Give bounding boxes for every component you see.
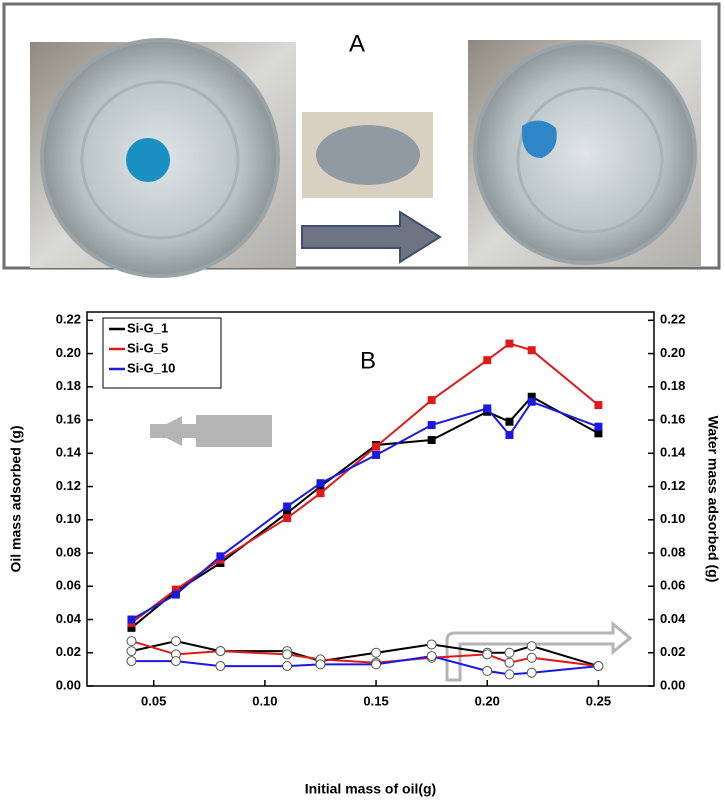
point — [283, 509, 292, 518]
point — [527, 346, 536, 355]
point — [526, 641, 537, 652]
y2-tick-label: 0.04 — [660, 611, 686, 626]
legend-label: Si-G_10 — [127, 360, 175, 375]
point — [283, 514, 292, 523]
y2-tick-label: 0.12 — [660, 478, 685, 493]
x-tick-label: 0.15 — [363, 693, 388, 708]
point — [427, 435, 436, 444]
point — [215, 646, 226, 657]
y-tick-label: 0.04 — [56, 611, 82, 626]
point — [127, 615, 136, 624]
y-tick-label: 0.10 — [56, 511, 81, 526]
arrow-right-outline — [445, 620, 633, 682]
point — [427, 421, 436, 430]
point — [316, 479, 325, 488]
point — [527, 397, 536, 406]
y-tick-label: 0.06 — [56, 578, 81, 593]
point — [215, 661, 226, 672]
point — [594, 429, 603, 438]
point — [372, 450, 381, 459]
point — [427, 396, 436, 405]
point — [170, 656, 181, 667]
y-tick-label: 0.02 — [56, 644, 81, 659]
y-axis-title: Oil mass adsorbed (g) — [8, 425, 24, 572]
point — [526, 652, 537, 663]
y2-tick-label: 0.18 — [660, 378, 685, 393]
point — [527, 392, 536, 401]
point — [126, 646, 137, 657]
point — [483, 404, 492, 413]
point — [426, 639, 437, 650]
point — [316, 489, 325, 498]
point — [371, 647, 382, 658]
point — [127, 623, 136, 632]
point — [283, 502, 292, 511]
point — [170, 636, 181, 647]
point — [426, 651, 437, 662]
point — [282, 649, 293, 660]
y2-tick-label: 0.02 — [660, 644, 685, 659]
x-tick-label: 0.20 — [475, 693, 500, 708]
point — [504, 647, 515, 658]
point — [505, 431, 514, 440]
arrow — [301, 210, 442, 264]
y-tick-label: 0.14 — [56, 445, 82, 460]
point — [594, 422, 603, 431]
x-tick-label: 0.10 — [252, 693, 277, 708]
point — [504, 657, 515, 668]
y-tick-label: 0.22 — [56, 312, 81, 327]
legend-label: Si-G_1 — [127, 320, 168, 335]
sponge-photo — [302, 112, 433, 198]
point — [482, 649, 493, 660]
arrow-left — [150, 415, 272, 447]
point — [126, 636, 137, 647]
y2-tick-label: 0.20 — [660, 345, 685, 360]
point — [505, 339, 514, 348]
point — [282, 661, 293, 672]
y-tick-label: 0.18 — [56, 378, 81, 393]
y-tick-label: 0.20 — [56, 345, 81, 360]
plot-frame — [86, 311, 655, 687]
y-tick-label: 0.12 — [56, 478, 81, 493]
point — [126, 656, 137, 667]
point — [505, 417, 514, 426]
point — [371, 659, 382, 670]
point — [216, 552, 225, 561]
y-tick-label: 0.08 — [56, 544, 81, 559]
point — [171, 590, 180, 599]
point — [594, 401, 603, 410]
panel-label: B — [360, 347, 376, 374]
point — [526, 667, 537, 678]
point — [171, 585, 180, 594]
y-tick-label: 0.00 — [56, 677, 81, 692]
panel-label: A — [349, 30, 365, 57]
point — [593, 661, 604, 672]
point — [504, 669, 515, 680]
x-tick-label: 0.05 — [141, 693, 166, 708]
y2-tick-label: 0.10 — [660, 511, 685, 526]
point — [483, 356, 492, 365]
legend-label: Si-G_5 — [127, 340, 168, 355]
y2-tick-label: 0.22 — [660, 312, 685, 327]
y2-tick-label: 0.08 — [660, 544, 685, 559]
y2-tick-label: 0.14 — [660, 445, 686, 460]
y2-axis-title: Water mass adsorbed (g) — [705, 416, 721, 583]
beaker-photo-right — [468, 40, 701, 266]
y2-tick-label: 0.16 — [660, 411, 685, 426]
y-tick-label: 0.16 — [56, 411, 81, 426]
point — [315, 659, 326, 670]
y2-tick-label: 0.00 — [660, 677, 685, 692]
point — [482, 666, 493, 677]
x-axis-title: Initial mass of oil(g) — [305, 781, 436, 797]
y2-tick-label: 0.06 — [660, 578, 685, 593]
beaker-photo-left — [30, 38, 296, 278]
arrow-left-head — [153, 416, 182, 446]
x-tick-label: 0.25 — [586, 693, 611, 708]
point — [372, 442, 381, 451]
